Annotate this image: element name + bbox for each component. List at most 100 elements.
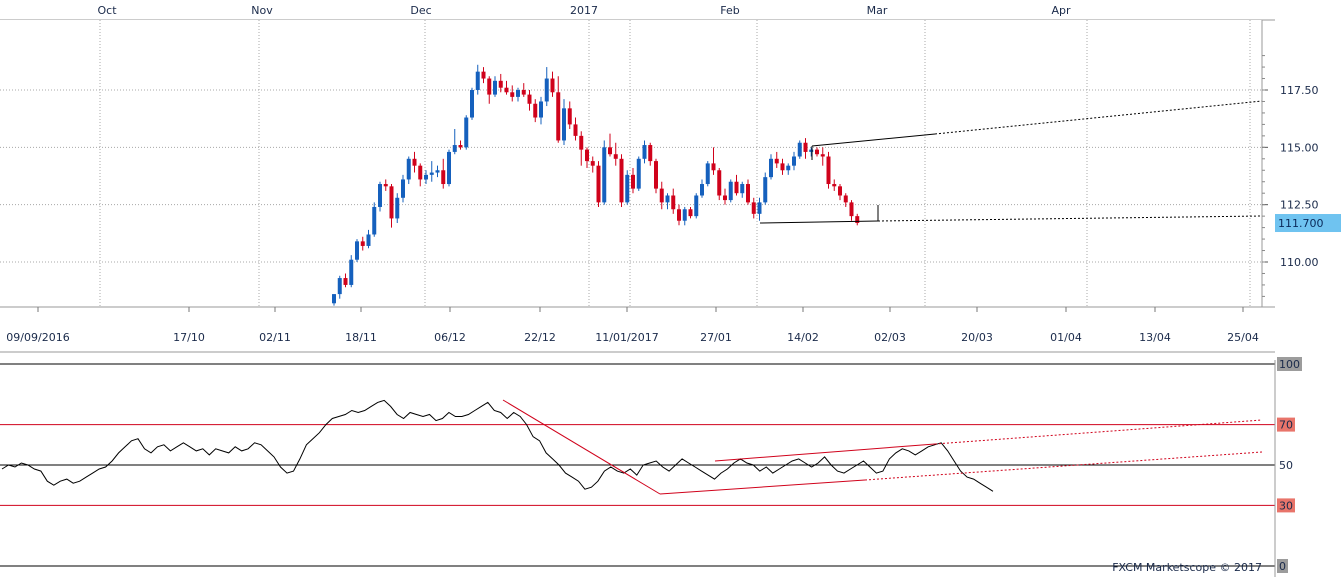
candle-down	[677, 209, 681, 221]
credit-text: FXCM Marketscope © 2017	[1112, 561, 1262, 574]
price-plot-area	[0, 20, 1262, 307]
indicator-down-trendline	[502, 399, 661, 495]
date-tick-label: 17/10	[173, 331, 205, 344]
candle-up	[757, 202, 762, 214]
candle-down	[671, 195, 676, 210]
month-label: Oct	[97, 4, 117, 17]
candle-down	[533, 103, 538, 118]
candle-up	[401, 179, 405, 198]
candle-up	[792, 156, 796, 166]
candle-up	[740, 184, 745, 194]
indicator-tick-label: 50	[1279, 459, 1293, 472]
date-tick-label: 06/12	[434, 331, 466, 344]
month-label: Feb	[720, 4, 739, 17]
candle-down	[498, 80, 503, 88]
candle-down	[723, 195, 727, 201]
candle-down	[711, 163, 716, 171]
candle-up	[516, 90, 520, 97]
candle-down	[556, 92, 561, 141]
price-tick-label: 110.00	[1280, 256, 1319, 269]
support-trendline	[759, 220, 879, 224]
month-label: 2017	[570, 4, 598, 17]
month-label: Mar	[867, 4, 888, 17]
candle-down	[487, 78, 492, 95]
candle-down	[746, 184, 750, 203]
month-label: Nov	[251, 4, 273, 17]
support-trendline-extension	[877, 215, 1263, 222]
indicator-upper-trendline	[714, 443, 936, 462]
candle-up	[395, 197, 400, 219]
candle-down	[688, 209, 693, 217]
indicator-axis: 100 70 50 30 0	[1274, 357, 1302, 577]
candle-up	[786, 165, 791, 171]
candle-down	[774, 158, 779, 164]
candle-down	[608, 147, 612, 155]
indicator-pane[interactable]	[0, 360, 1275, 567]
candle-up	[447, 151, 451, 185]
candle-up	[665, 195, 670, 203]
candle-up	[470, 90, 474, 118]
candle-down	[343, 278, 348, 285]
candle-up	[406, 158, 411, 180]
candle-down	[613, 154, 618, 159]
indicator-label-bg	[1277, 417, 1295, 432]
candle-up	[349, 259, 354, 285]
candle-down	[360, 241, 365, 246]
candle-down	[619, 158, 624, 203]
candle-up	[642, 145, 647, 159]
candle-up	[682, 209, 687, 221]
candle-down	[458, 145, 463, 148]
month-label: Dec	[410, 4, 431, 17]
candle-down	[441, 170, 446, 185]
candle-up	[705, 163, 710, 185]
candle-down	[659, 188, 664, 203]
candle-down	[579, 135, 584, 150]
candle-up	[429, 172, 434, 175]
indicator-tick-label: 30	[1279, 499, 1293, 512]
candle-down	[631, 174, 635, 189]
date-tick-label: 27/01	[700, 331, 732, 344]
candle-down	[521, 90, 526, 95]
candle-up	[636, 158, 641, 189]
candle-up	[769, 158, 773, 178]
candle-up	[700, 184, 704, 196]
candle-down	[751, 202, 756, 214]
candle-up	[602, 147, 607, 203]
candle-up	[435, 170, 440, 173]
candle-down	[838, 186, 842, 196]
candle-down	[654, 161, 658, 189]
date-tick-label: 25/04	[1227, 331, 1259, 344]
indicator-tick-label: 0	[1279, 560, 1286, 573]
candle-up	[797, 142, 802, 157]
candle-up	[493, 80, 497, 95]
price-tick-label: 115.00	[1280, 141, 1319, 154]
candle-up	[372, 206, 377, 235]
top-axis-bg	[0, 0, 1275, 20]
date-tick-label: 02/03	[874, 331, 906, 344]
price-pane[interactable]	[0, 20, 1263, 308]
date-tick-label: 11/01/2017	[595, 331, 658, 344]
candle-up	[337, 278, 342, 295]
candle-up	[728, 181, 733, 201]
candle-down	[734, 181, 739, 194]
indicator-tick-label: 70	[1279, 419, 1293, 432]
candle-down	[550, 78, 555, 93]
indicator-label-bg	[1277, 559, 1288, 573]
candle-down	[843, 195, 848, 203]
candle-down	[826, 156, 831, 185]
candle-up	[809, 149, 814, 152]
indicator-label-bg	[1277, 357, 1302, 371]
candle-up	[694, 195, 699, 217]
candle-down	[389, 186, 394, 219]
date-tick-label: 20/03	[961, 331, 993, 344]
date-tick-label: 18/11	[345, 331, 377, 344]
candle-down	[832, 184, 837, 187]
candle-down	[527, 94, 532, 104]
candle-down	[585, 149, 589, 162]
candle-up	[366, 234, 371, 246]
candle-up	[625, 174, 630, 203]
resistance-trendline-extension	[934, 100, 1263, 135]
date-tick-label: 22/12	[524, 331, 556, 344]
date-tick-label: 13/04	[1139, 331, 1171, 344]
